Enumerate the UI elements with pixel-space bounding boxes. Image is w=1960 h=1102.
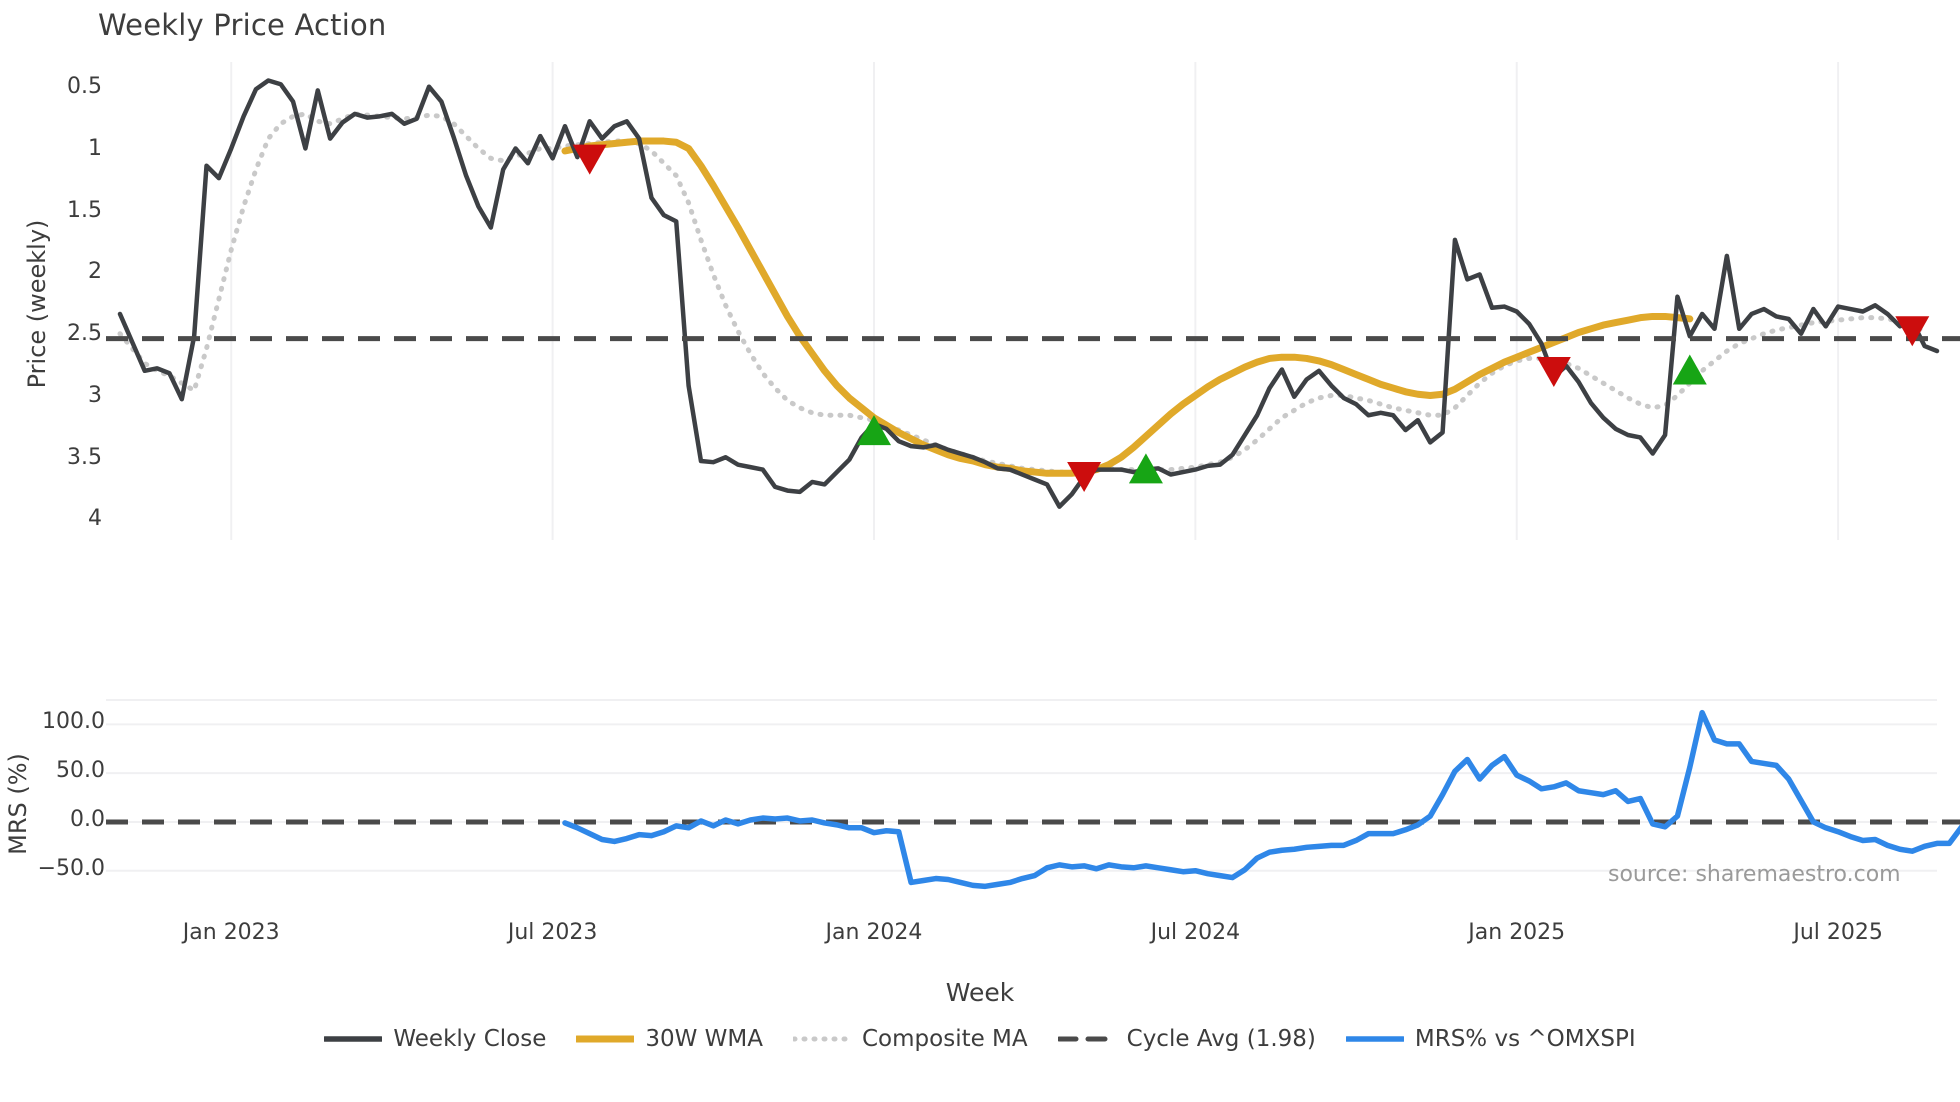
mrs-y-tick-label: 100.0 [42, 709, 105, 735]
composite-ma-line [117, 111, 1928, 475]
price-y-tick-label: 3.5 [67, 444, 102, 470]
legend-swatch-icon [576, 1030, 635, 1048]
source-watermark: source: sharemaestro.com [1608, 862, 1901, 887]
legend-item[interactable]: 30W WMA [576, 1026, 763, 1052]
x-tick-label: Jan 2025 [1468, 920, 1566, 945]
x-axis-label: Week [945, 978, 1015, 1007]
price-y-tick-label: 1 [88, 135, 102, 161]
legend-item[interactable]: MRS% vs ^OMXSPI [1345, 1026, 1636, 1052]
price-y-tick-label: 3 [88, 382, 102, 408]
x-tick-label: Jan 2024 [825, 920, 923, 945]
x-tick-label: Jan 2023 [182, 920, 280, 945]
x-tick-label: Jul 2023 [507, 920, 598, 945]
legend-label: Cycle Avg (1.98) [1126, 1026, 1316, 1052]
sell-marker-triangle [1536, 357, 1571, 388]
legend-item[interactable]: Composite MA [793, 1026, 1028, 1052]
mrs-y-tick-label: −50.0 [37, 855, 105, 881]
legend-swatch-icon [324, 1030, 383, 1048]
legend-label: Weekly Close [393, 1026, 547, 1052]
wma-line [561, 137, 1694, 477]
legend-swatch-icon [1345, 1030, 1404, 1048]
legend-item[interactable]: Weekly Close [324, 1026, 546, 1052]
mrs-y-tick-label: 50.0 [56, 758, 105, 784]
sell-marker-triangle [1067, 462, 1102, 493]
chart-legend: Weekly Close 30W WMA Composite MA Cycle Avg… [0, 1026, 1960, 1052]
sell-marker-triangle [1895, 316, 1930, 347]
chart-title: Weekly Price Action [98, 8, 387, 42]
price-y-tick-label: 2.5 [67, 321, 102, 347]
buy-marker-triangle [1672, 354, 1707, 385]
x-tick-label: Jul 2024 [1150, 920, 1241, 945]
price-y-tick-label: 0.5 [67, 74, 102, 100]
buy-marker-triangle [856, 415, 891, 446]
price-y-tick-label: 2 [88, 259, 102, 285]
price-y-tick-label: 4 [88, 506, 102, 532]
weekly-close-line [117, 78, 1940, 509]
legend-label: MRS% vs ^OMXSPI [1414, 1026, 1636, 1052]
x-tick-label: Jul 2025 [1793, 920, 1883, 945]
legend-swatch-icon [1057, 1030, 1116, 1048]
mrs-y-tick-label: 0.0 [70, 806, 105, 832]
price-y-tick-label: 1.5 [67, 197, 102, 223]
mrs-line [562, 709, 1960, 890]
sell-marker-triangle [572, 144, 607, 175]
legend-item[interactable]: Cycle Avg (1.98) [1057, 1026, 1316, 1052]
legend-label: 30W WMA [645, 1026, 763, 1052]
buy-marker-triangle [1128, 453, 1163, 484]
legend-label: Composite MA [862, 1026, 1028, 1052]
legend-swatch-icon [793, 1030, 851, 1048]
